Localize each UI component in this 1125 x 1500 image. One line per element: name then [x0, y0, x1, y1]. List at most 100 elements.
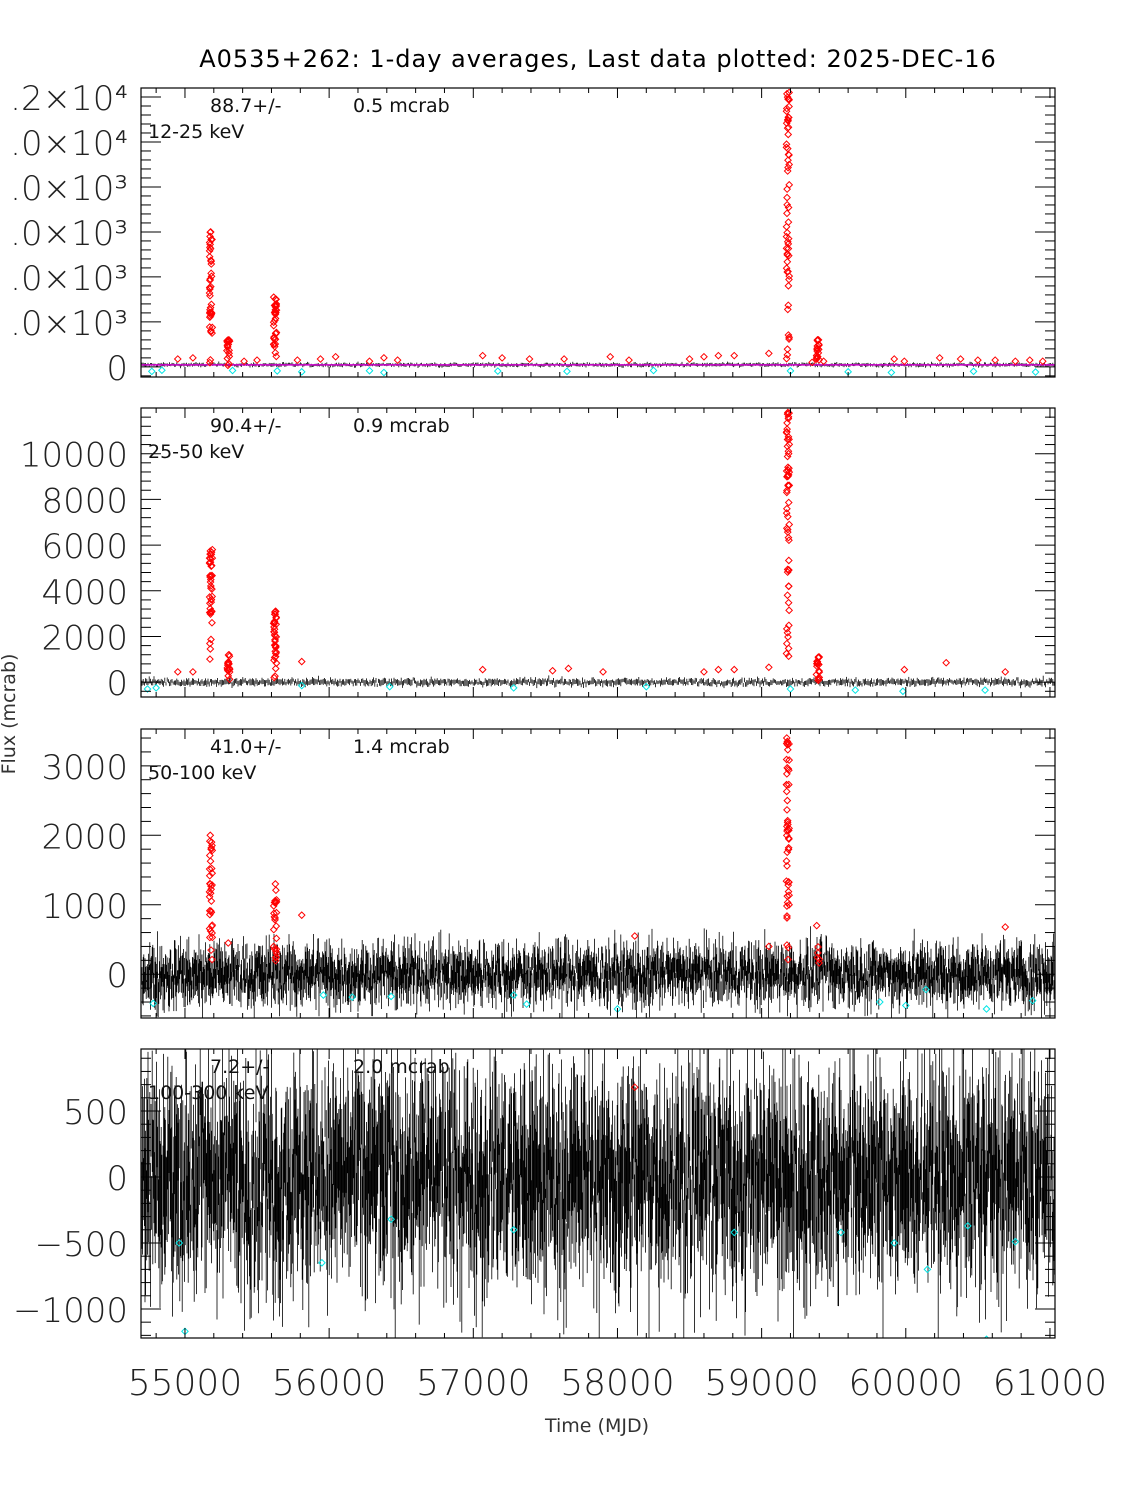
detection-point — [599, 667, 607, 676]
detection-point — [784, 566, 793, 575]
detection-point — [478, 351, 487, 360]
detection-point — [269, 340, 278, 349]
negative-point — [851, 686, 860, 695]
detection-point — [1025, 356, 1034, 365]
detection-point — [900, 357, 909, 366]
negative-point — [522, 1000, 531, 1009]
detection-point — [206, 282, 215, 291]
detection-point — [207, 885, 216, 894]
panel-frame — [140, 87, 1056, 378]
detection-point — [206, 275, 215, 283]
detection-point — [785, 440, 794, 449]
detection-point — [271, 308, 280, 317]
detection-point — [205, 238, 214, 247]
detection-point — [207, 260, 216, 268]
y-tick-label: .0×10³ — [10, 304, 128, 344]
detection-point — [783, 486, 791, 495]
detection-point — [782, 857, 791, 865]
detection-point — [269, 321, 278, 330]
detection-point — [783, 745, 792, 754]
detection-point — [819, 357, 828, 366]
detection-point — [783, 892, 792, 901]
detection-point — [783, 257, 792, 266]
detection-point — [784, 234, 793, 243]
y-tick-label: .2×10⁴ — [10, 79, 128, 119]
detection-point — [784, 412, 793, 421]
negative-point — [273, 367, 282, 375]
detection-point — [730, 351, 739, 360]
detection-point — [782, 354, 791, 363]
detection-point — [207, 585, 216, 593]
detection-point — [784, 845, 793, 854]
detection-point — [783, 472, 791, 481]
detection-point — [206, 355, 215, 364]
detections — [173, 408, 1010, 685]
detection-point — [240, 357, 248, 366]
detection-point — [271, 305, 280, 314]
detection-point — [782, 780, 791, 789]
detection-point — [272, 620, 281, 629]
detection-point — [812, 659, 821, 668]
detection-point — [782, 140, 791, 149]
negative-point — [380, 368, 388, 377]
detection-point — [814, 340, 823, 349]
detection-point — [207, 607, 216, 616]
detection-point — [700, 667, 708, 676]
detection-point — [205, 892, 214, 901]
negative-point — [319, 991, 328, 999]
detection-point — [548, 666, 557, 675]
detection-point — [478, 665, 487, 674]
detection-point — [208, 955, 216, 964]
detection-point — [207, 635, 215, 644]
detection-point — [316, 355, 325, 363]
detection-point — [785, 606, 794, 615]
detection-point — [206, 276, 214, 285]
detection-point — [783, 237, 792, 246]
negative-point — [509, 991, 518, 999]
negative-point — [642, 682, 651, 691]
detection-point — [783, 228, 792, 237]
detection-point — [560, 355, 569, 363]
detection-point — [815, 959, 823, 967]
detection-point — [782, 649, 791, 658]
detection-point — [784, 887, 793, 896]
negative-point — [898, 687, 907, 696]
detection-point — [783, 116, 792, 124]
detection-point — [208, 921, 217, 930]
negative-point — [887, 368, 896, 377]
negative-point — [387, 992, 396, 1001]
y-tick-label: 2000 — [41, 817, 128, 857]
negative-points — [143, 681, 989, 696]
detection-point — [783, 124, 792, 133]
detection-point — [188, 353, 197, 362]
detection-point — [270, 334, 278, 343]
detection-point — [784, 113, 793, 122]
y-tick-label: 0 — [106, 664, 128, 704]
detection-point — [207, 864, 216, 873]
detection-point — [714, 665, 723, 674]
detection-point — [270, 618, 279, 627]
detection-point — [207, 300, 216, 309]
detection-point — [225, 652, 234, 661]
detection-point — [270, 628, 279, 637]
negative-point — [509, 683, 518, 692]
detection-point — [205, 358, 214, 367]
detection-point — [272, 302, 281, 310]
detection-point — [783, 796, 792, 805]
x-axis-label: Time (MJD) — [544, 1415, 649, 1437]
y-tick-label: 3000 — [41, 748, 128, 788]
detection-point — [1001, 667, 1010, 676]
detection-point — [782, 488, 791, 497]
detection-point — [207, 310, 216, 319]
detection-point — [784, 633, 792, 641]
detection-point — [782, 509, 791, 517]
y-tick-label: .0×10³ — [10, 169, 128, 209]
detection-point — [813, 953, 822, 962]
negative-point — [149, 999, 158, 1008]
detection-point — [784, 766, 793, 775]
detection-point — [783, 200, 792, 209]
detection-point — [956, 355, 965, 363]
detection-point — [942, 658, 951, 667]
detection-point — [206, 655, 214, 664]
